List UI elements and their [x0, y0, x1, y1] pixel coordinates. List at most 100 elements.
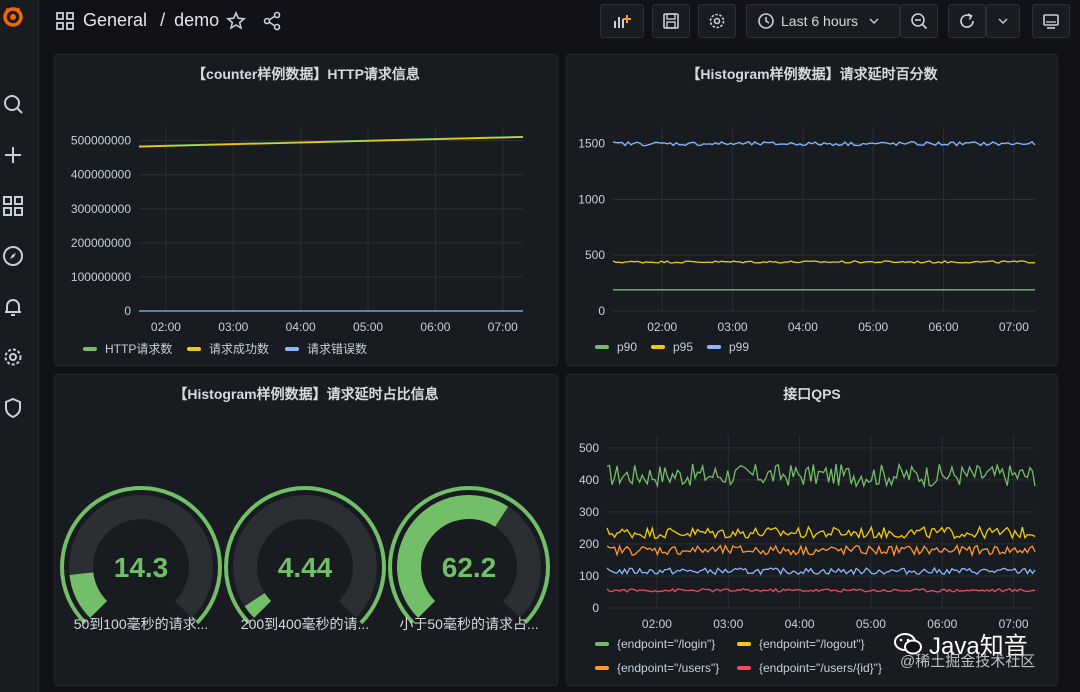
- x-tick-label: 02:00: [642, 617, 672, 631]
- panel-title[interactable]: 【Histogram样例数据】请求延时占比信息: [173, 386, 439, 402]
- legend-item[interactable]: 请求错误数: [285, 340, 367, 357]
- legend-item[interactable]: p90: [595, 340, 637, 354]
- legend-swatch: [595, 345, 609, 349]
- y-tick-label: 500: [579, 441, 599, 455]
- legend-label: p95: [673, 340, 694, 354]
- legend-swatch: [285, 346, 299, 351]
- zoom-out-button[interactable]: [900, 4, 938, 38]
- y-tick-label: 100000000: [71, 270, 131, 284]
- legend-label: {endpoint="/logout"}: [759, 637, 865, 651]
- y-tick-label: 500000000: [71, 134, 131, 148]
- shield-icon[interactable]: [2, 397, 24, 419]
- x-tick-label: 05:00: [856, 617, 886, 631]
- dashboard-settings-button[interactable]: [698, 4, 736, 38]
- latency-ratio-gauges: 14.3 4.44 62.2: [60, 486, 550, 625]
- y-tick-label: 0: [598, 304, 605, 318]
- legend-label: {endpoint="/login"}: [617, 637, 716, 651]
- legend-item[interactable]: 请求成功数: [187, 340, 269, 357]
- tv-mode-button[interactable]: [1032, 4, 1070, 38]
- breadcrumb: General / demo: [83, 10, 219, 31]
- y-tick-label: 400: [579, 473, 599, 487]
- x-tick-label: 05:00: [353, 320, 383, 334]
- legend-item[interactable]: p95: [651, 340, 693, 354]
- x-tick-label: 07:00: [999, 320, 1029, 334]
- series-line: [606, 525, 1036, 540]
- legend-item[interactable]: {endpoint="/users"}: [595, 661, 719, 675]
- x-tick-label: 03:00: [718, 320, 748, 334]
- gauge-value-arc: [397, 495, 509, 618]
- wechat-icon: [894, 632, 922, 654]
- legend-item[interactable]: {endpoint="/logout"}: [737, 637, 865, 651]
- clock-icon: [758, 13, 774, 29]
- series-line: [606, 462, 1036, 489]
- gauge-threshold-arc: [224, 486, 386, 625]
- breadcrumb-dashboard[interactable]: demo: [174, 10, 220, 30]
- gauge-track: [69, 495, 213, 618]
- legend-swatch: [651, 345, 665, 349]
- grafana-logo-icon[interactable]: [2, 4, 28, 30]
- save-icon: [663, 13, 679, 29]
- chart-legend: HTTP请求数 请求成功数 请求错误数: [55, 340, 559, 360]
- y-tick-label: 500: [585, 248, 605, 262]
- bell-icon[interactable]: [2, 296, 24, 318]
- search-icon[interactable]: [2, 93, 24, 115]
- http-requests-chart: 0 100000000 200000000 300000000 400000000 500…: [71, 127, 524, 334]
- x-tick-label: 07:00: [999, 617, 1029, 631]
- endpoint-qps-chart: 0 100 200 300 400 500 02:00 03:00 04:00 05:00 06:0…: [579, 435, 1036, 631]
- x-tick-label: 03:00: [713, 617, 743, 631]
- y-tick-label: 1000: [578, 192, 605, 206]
- series-line: [606, 587, 1035, 593]
- refresh-button[interactable]: [948, 4, 986, 38]
- y-tick-label: 300000000: [71, 202, 131, 216]
- gauge-threshold-arc: [388, 486, 550, 625]
- panel-title[interactable]: 接口QPS: [783, 386, 841, 402]
- panel-latency-ratio-gauges: 【Histogram样例数据】请求延时占比信息 14.3 4.44 62.2 50到…: [54, 374, 558, 686]
- panel-http-requests: 【counter样例数据】HTTP请求信息 0 100000000 20000000…: [54, 54, 558, 366]
- zoom-out-icon: [911, 13, 928, 30]
- legend-swatch: [737, 642, 751, 646]
- share-icon[interactable]: [262, 11, 282, 31]
- legend-swatch: [595, 666, 609, 670]
- explore-icon[interactable]: [2, 245, 24, 267]
- chevron-down-icon: [998, 18, 1008, 24]
- dashboards-icon[interactable]: [2, 195, 24, 217]
- legend-swatch: [737, 666, 751, 670]
- legend-item[interactable]: p99: [707, 340, 749, 354]
- gauge-label: 50到100毫秒的请求...: [73, 616, 209, 632]
- series-line: [138, 136, 524, 148]
- add-panel-button[interactable]: [600, 4, 644, 38]
- gear-icon[interactable]: [2, 346, 24, 368]
- legend-swatch: [595, 642, 609, 646]
- legend-item[interactable]: {endpoint="/users/{id}"}: [737, 661, 882, 675]
- gauge-value-arc: [244, 592, 272, 618]
- breadcrumb-folder[interactable]: General: [83, 10, 148, 30]
- time-range-picker[interactable]: Last 6 hours: [746, 4, 900, 38]
- panel-title[interactable]: 【counter样例数据】HTTP请求信息: [192, 66, 420, 82]
- x-tick-label: 07:00: [488, 320, 518, 334]
- series-line: [138, 135, 524, 147]
- star-icon[interactable]: [226, 11, 246, 31]
- legend-label: p99: [729, 340, 750, 354]
- refresh-interval-dropdown[interactable]: [986, 4, 1020, 38]
- gauge-threshold-arc: [60, 486, 222, 625]
- x-tick-label: 05:00: [858, 320, 888, 334]
- time-range-label: Last 6 hours: [781, 13, 859, 29]
- save-dashboard-button[interactable]: [652, 4, 690, 38]
- legend-item[interactable]: {endpoint="/login"}: [595, 637, 715, 651]
- sidebar: [0, 0, 39, 692]
- dashboard-grid-icon: [56, 12, 74, 30]
- plus-icon[interactable]: [2, 144, 24, 166]
- legend-item[interactable]: HTTP请求数: [83, 340, 172, 357]
- x-tick-label: 02:00: [647, 320, 677, 334]
- panel-title[interactable]: 【Histogram样例数据】请求延时百分数: [686, 66, 938, 82]
- y-tick-label: 300: [579, 505, 599, 519]
- legend-label: HTTP请求数: [105, 342, 173, 356]
- x-tick-label: 03:00: [218, 320, 248, 334]
- gauge-label: 小于50毫秒的请求占...: [399, 616, 539, 632]
- breadcrumb-separator: /: [160, 10, 166, 30]
- chart-legend: p90 p95 p99: [567, 340, 1059, 360]
- legend-swatch: [83, 346, 97, 351]
- series-line: [612, 260, 1036, 264]
- x-tick-label: 04:00: [286, 320, 316, 334]
- y-tick-label: 100: [579, 569, 599, 583]
